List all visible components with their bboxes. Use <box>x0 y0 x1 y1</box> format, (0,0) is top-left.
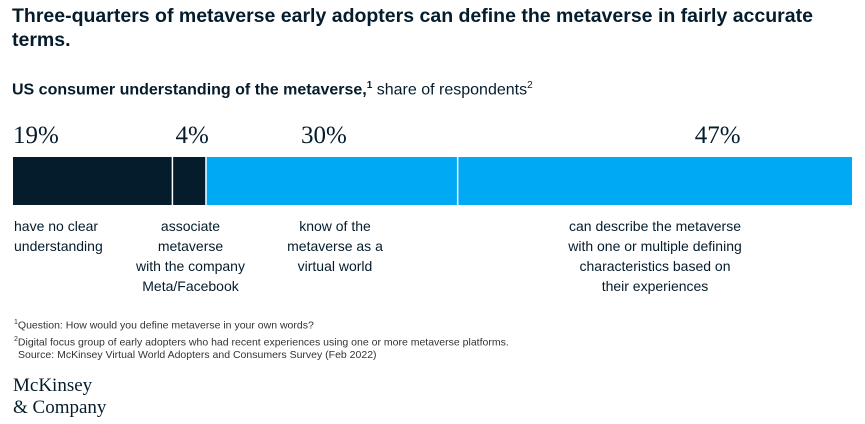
category-label-line: with the company <box>136 258 245 274</box>
bar-segment-2 <box>205 157 458 205</box>
subtitle-rest: share of respondents <box>372 81 528 99</box>
value-label-3: 47% <box>695 122 741 149</box>
footnote-1: 1Question: How would you define metavers… <box>14 319 314 332</box>
logo-line-2: & Company <box>13 397 107 418</box>
category-label-line: Meta/Facebook <box>142 278 239 294</box>
mckinsey-logo: McKinsey & Company <box>13 375 106 419</box>
category-label-no-understanding: have no clear understanding <box>14 216 134 256</box>
category-label-meta-facebook: associate metaverse with the company Meta/F… <box>118 216 263 296</box>
category-label-line: characteristics based on <box>579 258 731 274</box>
category-label-line: understanding <box>14 238 103 254</box>
category-label-can-describe: can describe the metaverse with one or mu… <box>530 216 780 296</box>
value-label-1: 4% <box>176 122 209 149</box>
logo-line-1: McKinsey <box>13 375 93 396</box>
source-note: Source: McKinsey Virtual World Adopters … <box>18 349 377 361</box>
category-label-line: associate <box>160 218 221 234</box>
category-label-line: can describe the metaverse <box>569 218 741 234</box>
subtitle-footnote-1: 1 <box>366 80 373 91</box>
stacked-bar-chart: 19% 4% 30% 47% <box>13 122 852 205</box>
category-label-line: know of the <box>299 218 371 234</box>
bar-segment-3 <box>457 157 852 205</box>
category-label-line: metaverse <box>157 238 224 254</box>
footnotes: 1Question: How would you define metavers… <box>14 316 509 362</box>
subtitle-main: US consumer understanding of the metaver… <box>12 81 367 99</box>
subtitle-footnote-2: 2 <box>527 80 533 91</box>
chart-title: Three-quarters of metaverse early adopte… <box>12 5 813 51</box>
value-label-0: 19% <box>13 122 59 149</box>
category-label-virtual-world: know of the metaverse as a virtual world <box>270 216 400 276</box>
chart-subtitle: US consumer understanding of the metaver… <box>12 76 533 100</box>
category-label-line: metaverse as a <box>287 238 383 254</box>
bar-segment-1 <box>172 157 206 205</box>
value-label-2: 30% <box>301 122 347 149</box>
category-label-line: virtual world <box>297 258 373 274</box>
footnote-2: 2Digital focus group of early adopters w… <box>14 335 509 349</box>
category-label-line: with one or multiple defining <box>568 238 742 254</box>
bar-segment-0 <box>13 157 173 205</box>
category-label-line: their experiences <box>601 278 709 294</box>
category-label-line: have no clear <box>14 218 99 234</box>
